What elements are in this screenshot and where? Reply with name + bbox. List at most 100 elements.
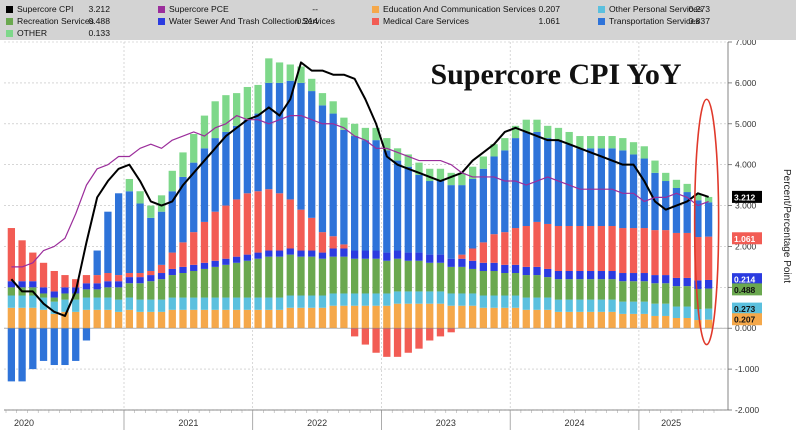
bar-segment [104,309,112,329]
bar-segment [694,200,702,238]
bar-segment [468,293,477,306]
bar-segment [318,93,327,106]
bar-segment [393,160,402,251]
bar-segment [72,311,80,329]
bar-segment [39,262,48,288]
value-label-box [732,302,762,315]
bar-segment [147,205,155,218]
x-tick-label: 2025 [661,418,681,428]
bar-segment [694,194,702,201]
value-label-box [732,283,762,296]
bar-segment [608,299,616,312]
bar-segment [608,311,616,329]
bar-segment [39,328,48,361]
bar-segment [200,148,209,222]
bar-segment [179,152,187,177]
bar-segment [490,307,498,329]
bar-segment [544,309,552,329]
bar-segment [39,293,48,298]
bar-segment [136,273,144,278]
bar-segment [404,260,412,292]
legend-swatch [158,18,165,25]
bar-segment [157,211,166,265]
bar-segment [404,303,412,329]
bar-segment [436,262,445,292]
bar-segment [608,148,616,226]
bar-segment [415,291,423,304]
bar-segment [597,270,606,280]
legend-item: Medical Care Services [372,16,469,26]
bar-segment [361,258,370,294]
bar-segment [308,295,316,308]
bar-segment [468,178,477,249]
bar-segment [340,248,348,257]
bar-segment [350,328,359,337]
bar-segment [383,328,391,357]
bar-segment [254,113,262,192]
bar-segment [157,311,166,329]
bar-segment [383,252,391,261]
bar-segment [275,193,284,251]
x-tick-label: 2023 [436,418,456,428]
bar-segment [694,280,702,289]
value-label: 0.214 [734,275,756,285]
bar-segment [586,279,595,300]
bar-segment [361,140,370,251]
bar-segment [275,62,284,83]
bar-segment [286,64,294,81]
bar-segment [125,309,134,329]
bar-segment [694,320,702,329]
bar-segment [297,250,305,257]
bar-segment [554,226,563,271]
bar-segment [168,170,176,192]
bar-segment [533,131,541,222]
legend-swatch [6,6,13,13]
bar-segment [522,119,530,132]
bar-segment [479,307,488,329]
bar-segment [468,260,477,269]
legend-value: 0.273 [688,4,710,14]
bar-segment [479,295,488,308]
bar-segment [426,168,434,182]
bar-segment [436,328,445,337]
bar-segment [308,78,316,92]
bar-segment [350,305,359,329]
bar-segment [179,309,187,329]
bar-segment [597,136,606,149]
bar-segment [501,295,509,308]
bar-segment [533,221,541,267]
legend-swatch [158,6,165,13]
bar-segment [361,305,370,329]
bar-segment [629,313,638,329]
y-tick-label: 3.000 [735,201,757,211]
bar-segment [211,138,219,212]
bar-segment [447,305,455,329]
bar-segment [490,144,498,157]
legend-value: 3.212 [88,4,110,14]
highlight-ellipse [693,98,720,346]
bar-segment [243,309,252,329]
bar-segment [458,293,466,306]
bar-segment [222,309,230,329]
bar-segment [426,254,434,263]
bar-segment [683,192,691,233]
bar-segment [254,258,262,298]
bar-segment [18,328,26,382]
bar-segment [619,281,627,302]
bar-segment [147,275,155,282]
bar-segment [501,307,509,329]
bar-segment [415,303,423,329]
bar-segment [61,275,69,288]
bar-segment [458,266,466,294]
bar-segment [147,270,155,276]
bar-segment [662,275,670,284]
bar-segment [136,311,144,329]
bar-segment [565,299,573,312]
bar-segment [447,258,455,267]
bar-segment [436,291,445,304]
bar-segment [104,273,112,282]
bar-segment [243,86,252,120]
bar-segment [629,273,638,282]
bar-segment [308,256,316,296]
bar-segment [640,281,648,302]
